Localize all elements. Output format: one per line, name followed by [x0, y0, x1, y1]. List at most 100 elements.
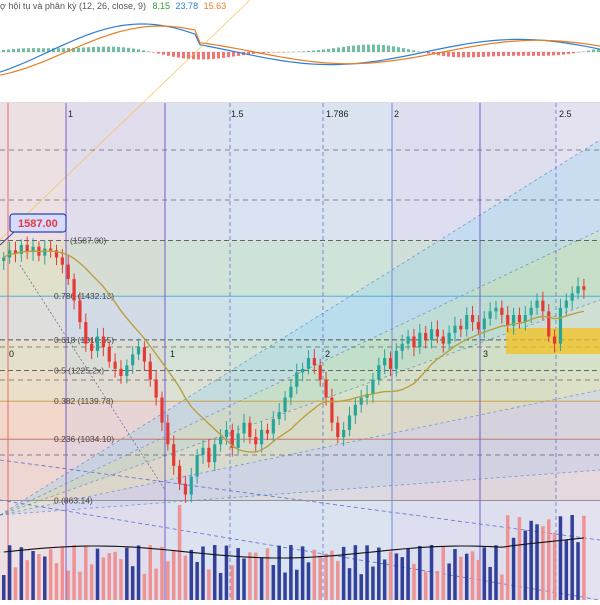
macd-histogram-bar	[187, 52, 190, 59]
macd-histogram-bar	[362, 44, 365, 52]
macd-histogram-bar	[537, 52, 540, 56]
volume-bar	[470, 551, 475, 600]
fib-zones	[0, 103, 600, 600]
macd-histogram-bar	[457, 52, 460, 58]
macd-histogram-bar	[597, 48, 600, 52]
volume-bar	[154, 568, 158, 600]
macd-histogram-bar	[252, 52, 255, 54]
macd-histogram-bar	[277, 52, 280, 53]
volume-bar	[242, 558, 246, 600]
fan-count-label: 2	[325, 349, 330, 359]
macd-histogram-bar	[412, 50, 415, 52]
volume-bar	[89, 564, 94, 600]
volume-bar	[201, 546, 205, 600]
fan-line	[0, 459, 600, 541]
macd-histogram-bar	[502, 52, 505, 56]
candle-body	[236, 433, 240, 448]
macd-histogram-bar	[172, 52, 175, 57]
candle-body	[90, 343, 94, 351]
volume-bar	[482, 547, 487, 600]
volume-bar	[259, 558, 264, 600]
macd-histogram-bar	[552, 52, 555, 56]
volume-bar	[459, 556, 463, 600]
fib-zone-0.786	[0, 296, 600, 340]
candle-body	[383, 358, 387, 366]
volume-bar	[166, 561, 170, 600]
candle-body	[371, 379, 375, 394]
volume-bar	[476, 559, 481, 600]
candle-body	[95, 336, 100, 351]
volume-bar	[212, 545, 217, 600]
candle-body	[271, 419, 275, 434]
macd-histogram-bar	[372, 44, 375, 52]
candles	[2, 236, 586, 503]
macd-histogram-bar	[57, 48, 60, 52]
volume-bar	[564, 540, 569, 600]
macd-histogram-bar	[407, 49, 410, 52]
macd-histogram-bar	[472, 52, 475, 58]
macd-histogram-bar	[352, 45, 355, 52]
candle-body	[49, 248, 53, 251]
macd-histogram-bar	[197, 52, 200, 60]
macd-histogram-bar	[12, 48, 15, 52]
fib-zone-0.618	[0, 339, 600, 371]
macd-legend: ợ hội tụ và phân kỳ (12, 26, close, 9) 8…	[0, 0, 226, 12]
macd-histogram-bar	[112, 46, 115, 52]
macd-histogram-bar	[452, 52, 455, 58]
candle-body	[201, 447, 205, 456]
price-badge-box	[9, 213, 67, 233]
macd-histogram-bar	[302, 51, 305, 52]
macd-histogram-bar	[542, 52, 545, 56]
macd-histogram-bar	[332, 48, 335, 52]
candle-body	[101, 336, 105, 348]
fib-time-zone	[66, 103, 165, 600]
candle-body	[113, 361, 117, 369]
volume-bar	[418, 545, 422, 600]
volume-bar	[195, 561, 199, 600]
candle-body	[570, 293, 574, 301]
volume-bar	[95, 548, 100, 600]
signal-line	[0, 25, 600, 76]
macd-histogram-bar	[87, 47, 90, 52]
fib-label-1: (1587.00)	[70, 236, 107, 246]
macd-histogram-bar	[327, 48, 330, 52]
macd-histogram-bar	[137, 49, 140, 52]
fan-count-label: 1	[170, 349, 175, 359]
volume-bar	[400, 557, 404, 600]
volume-bar	[330, 550, 334, 600]
volume-bar	[324, 554, 328, 600]
candle-body	[189, 476, 193, 495]
candle-body	[148, 361, 152, 380]
volume-bar	[394, 553, 399, 600]
price-ma-line	[3, 250, 585, 453]
candle-body	[166, 422, 170, 445]
volume-bar	[189, 549, 194, 600]
candle-body	[306, 358, 311, 369]
macd-histogram-bar	[167, 52, 170, 56]
volume-bar	[119, 559, 123, 600]
macd-histogram-bar	[207, 52, 210, 60]
volume-bar	[423, 571, 428, 600]
candle-body	[248, 422, 252, 438]
volume-bar	[7, 545, 12, 600]
candle-body	[336, 422, 340, 438]
candle-body	[517, 314, 522, 323]
candle-body	[529, 307, 533, 315]
macd-label: ợ hội tụ và phân kỳ (12, 26, close, 9)	[0, 1, 146, 11]
volume-bar	[353, 545, 358, 600]
volume-bar	[535, 524, 539, 600]
macd-histogram-bar	[322, 49, 325, 52]
volume-bar	[570, 515, 574, 600]
macd-histogram-bar	[587, 50, 590, 52]
volume-bar	[441, 546, 446, 600]
volume-bar	[494, 545, 498, 600]
price-badge-text: 1587.00	[18, 218, 58, 230]
macd-histogram-bar	[557, 52, 560, 56]
macd-histogram-bar	[442, 52, 445, 57]
candle-body	[418, 332, 422, 348]
candle-body	[547, 311, 551, 337]
macd-histogram-bar	[7, 49, 10, 52]
volume-ma-line	[3, 537, 584, 559]
candle-body	[259, 429, 264, 445]
